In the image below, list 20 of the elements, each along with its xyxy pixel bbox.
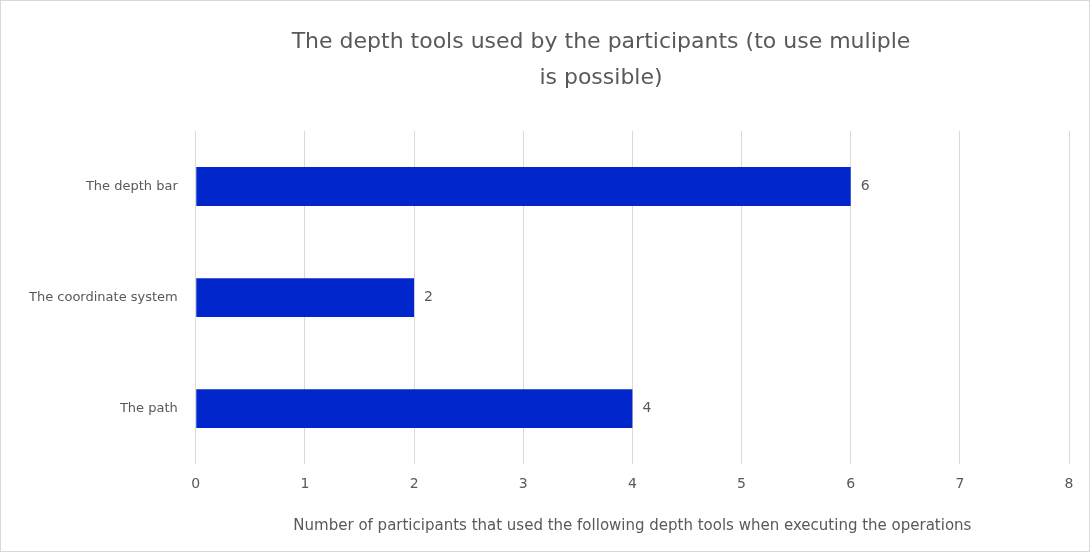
x-tick-label: 3 xyxy=(518,475,528,492)
data-label: 4 xyxy=(642,399,652,416)
y-tick-label: The path xyxy=(118,400,178,416)
y-tick-label: The coordinate system xyxy=(28,288,178,304)
x-tick-label: 5 xyxy=(737,475,746,492)
y-tick-label: The depth bar xyxy=(84,177,179,193)
chart-title: The depth tools used by the participants (to use muliple is possible) xyxy=(290,27,912,91)
x-axis-title: Number of participants that used the following depth tools when executing the operations xyxy=(293,515,972,534)
x-tick-label: 6 xyxy=(846,475,856,492)
bar xyxy=(196,167,851,206)
data-label: 2 xyxy=(424,288,433,305)
bar xyxy=(196,278,415,318)
x-tick-label: 2 xyxy=(409,475,419,492)
x-tick-label: 7 xyxy=(955,475,965,492)
x-tick-label: 0 xyxy=(191,475,201,492)
bar xyxy=(196,389,633,429)
x-tick-label: 1 xyxy=(300,475,310,492)
x-tick-label: 8 xyxy=(1064,475,1074,492)
x-tick-label: 4 xyxy=(627,475,637,492)
data-label: 6 xyxy=(860,177,870,194)
